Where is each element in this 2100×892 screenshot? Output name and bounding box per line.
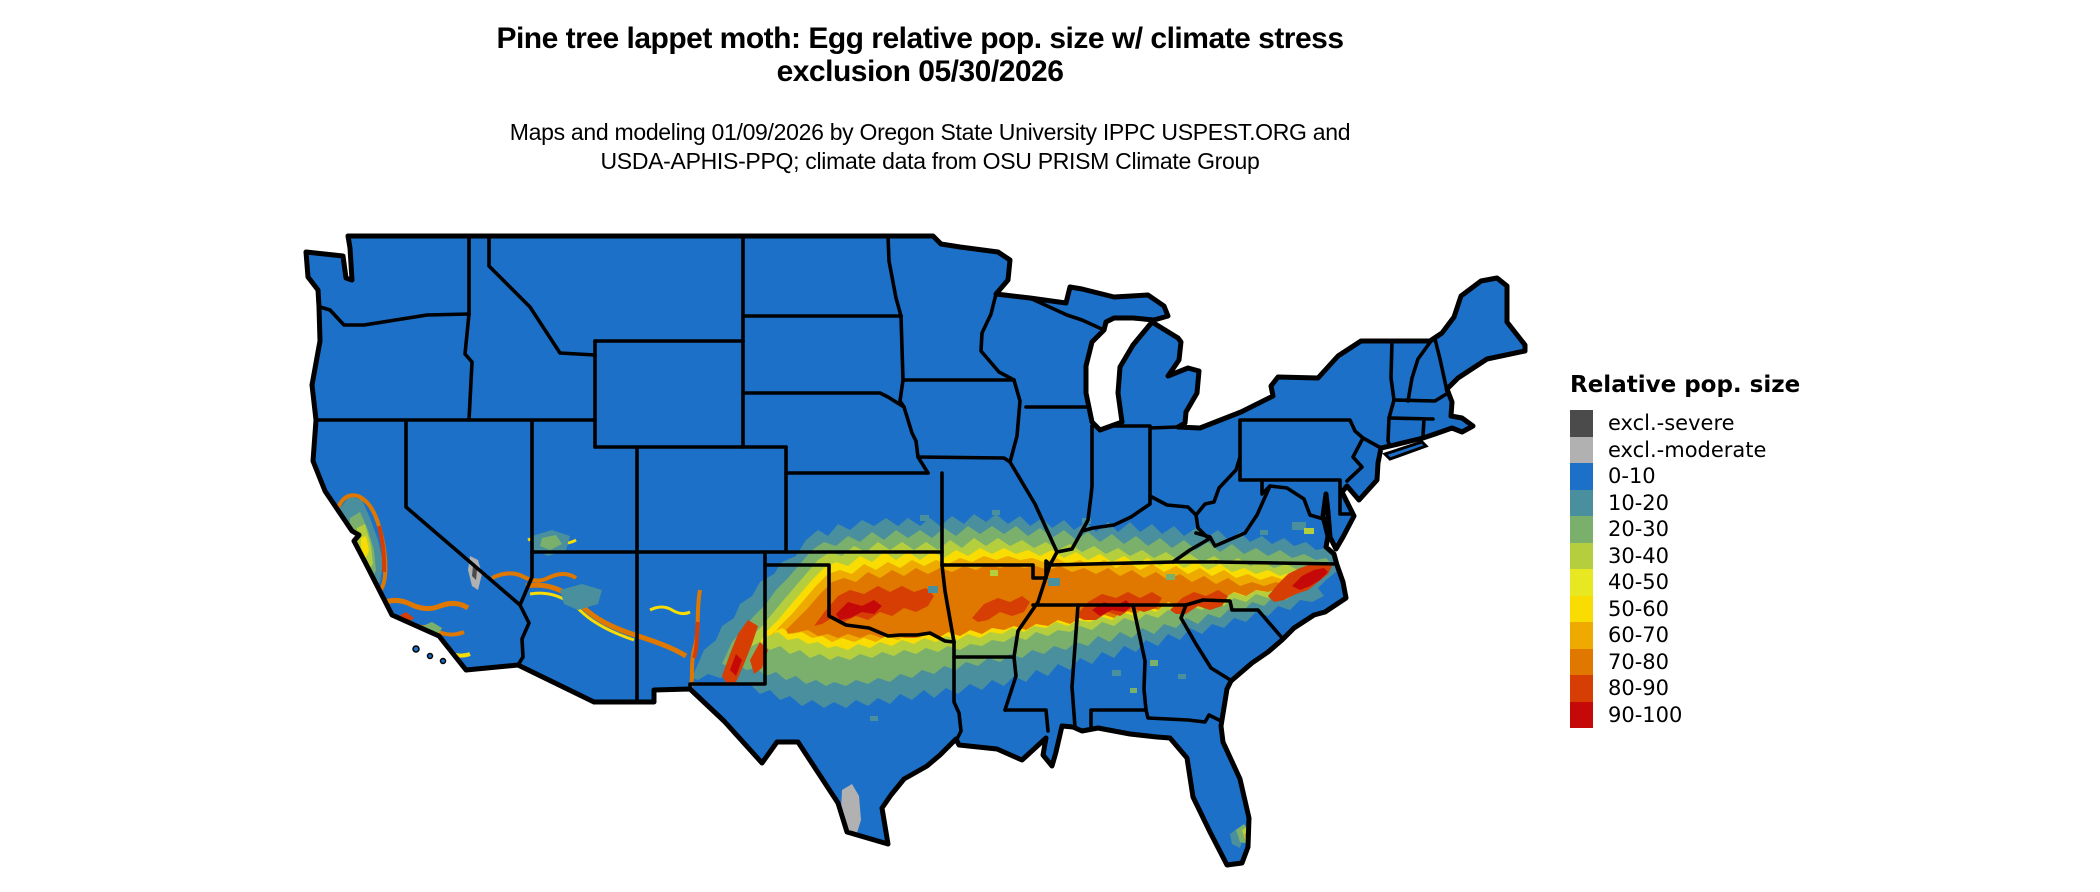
legend-row: 50-60 — [1570, 595, 1900, 622]
legend-row: 70-80 — [1570, 648, 1900, 675]
legend-swatch — [1570, 648, 1593, 675]
legend-row: 90-100 — [1570, 701, 1900, 728]
legend-label: 80-90 — [1608, 676, 1670, 700]
legend-label: excl.-moderate — [1608, 437, 1767, 462]
legend-swatch — [1570, 701, 1593, 728]
legend-swatch — [1570, 516, 1593, 543]
legend-swatch — [1570, 622, 1593, 649]
map-subtitle-line1: Maps and modeling 01/09/2026 by Oregon S… — [509, 119, 1351, 145]
raster-overlay-az-patches — [532, 530, 602, 610]
legend-label: 20-30 — [1608, 517, 1670, 541]
legend-swatch — [1570, 489, 1593, 516]
legend-row: excl.-severe — [1570, 410, 1900, 437]
long-island — [1382, 440, 1429, 461]
legend-rows: excl.-severe excl.-moderate 0-10 10-20 20-30… — [1570, 410, 1900, 728]
legend-label: 60-70 — [1608, 623, 1670, 647]
legend-row: 80-90 — [1570, 675, 1900, 702]
legend-swatch — [1570, 675, 1593, 702]
legend-row: 20-30 — [1570, 516, 1900, 543]
map-title-line2: exclusion 05/30/2026 — [776, 55, 1064, 88]
legend-row: 60-70 — [1570, 622, 1900, 649]
legend-label: 50-60 — [1608, 596, 1670, 621]
legend-label: 30-40 — [1608, 543, 1670, 568]
legend-row: 40-50 — [1570, 569, 1900, 596]
legend-swatch — [1570, 595, 1593, 622]
legend-swatch — [1570, 410, 1593, 437]
map-subtitle-line2: USDA-APHIS-PPQ; climate data from OSU PR… — [600, 148, 1260, 174]
us-map — [230, 230, 1560, 890]
legend-swatch — [1570, 463, 1593, 490]
us-map-svg — [230, 230, 1560, 890]
legend-label: excl.-severe — [1608, 411, 1735, 435]
legend-swatch — [1570, 542, 1593, 569]
legend-label: 0-10 — [1608, 464, 1656, 488]
legend-label: 40-50 — [1608, 570, 1670, 594]
raster-overlay-southwest — [491, 535, 702, 689]
channel-islands — [412, 645, 447, 665]
legend-row: excl.-moderate — [1570, 436, 1900, 463]
legend-swatch — [1570, 436, 1593, 463]
map-subtitle: Maps and modeling 01/09/2026 by Oregon S… — [0, 118, 1860, 176]
legend-label: 10-20 — [1608, 490, 1670, 515]
map-title-line1: Pine tree lappet moth: Egg relative pop.… — [496, 22, 1344, 55]
legend-label: 70-80 — [1608, 649, 1670, 674]
legend-row: 0-10 — [1570, 463, 1900, 490]
legend-label: 90-100 — [1608, 702, 1683, 727]
legend-row: 10-20 — [1570, 489, 1900, 516]
legend-swatch — [1570, 569, 1593, 596]
map-title: Pine tree lappet moth: Egg relative pop.… — [0, 22, 1840, 88]
legend-row: 30-40 — [1570, 542, 1900, 569]
map-legend: Relative pop. size excl.-severe excl.-mod… — [1570, 372, 1900, 728]
legend-title: Relative pop. size — [1570, 372, 1801, 398]
